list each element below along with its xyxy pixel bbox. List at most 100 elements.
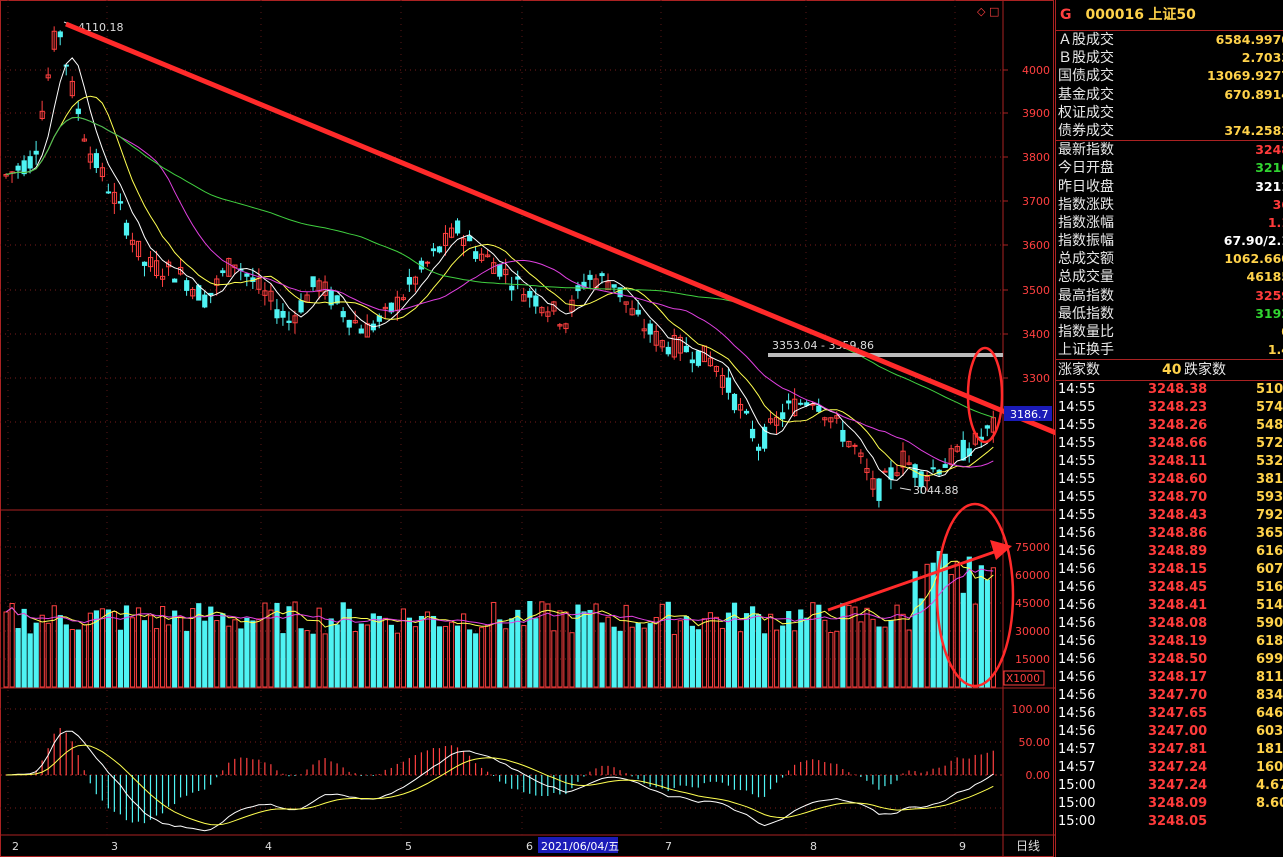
tick-row[interactable]: 15:00 3248.05 (1056, 813, 1283, 831)
tick-price: 3248.66 (1148, 436, 1208, 452)
volume-bar (858, 621, 864, 688)
volume-bar (33, 622, 39, 688)
high-price-label: 4110.18 (78, 21, 124, 34)
candle-body (960, 439, 966, 461)
axis-labels: 400039003800370036003500340033003186.775… (12, 5, 1052, 853)
candle-body (111, 191, 118, 204)
tick-row[interactable]: 14:55 3248.11 5329 (1056, 453, 1283, 471)
candle-body (400, 297, 407, 300)
tick-price: 3247.00 (1148, 724, 1208, 740)
volume-bar (701, 618, 708, 688)
candle-body (834, 415, 840, 419)
tick-volume: 7929 (1256, 508, 1283, 524)
tick-row[interactable]: 14:56 3248.45 5168 (1056, 579, 1283, 597)
tick-price: 3247.81 (1148, 742, 1208, 758)
tick-row[interactable]: 14:56 3247.65 6464 (1056, 705, 1283, 723)
tick-row[interactable]: 14:56 3248.50 6995 (1056, 651, 1283, 669)
volume-arrow-line (827, 548, 1001, 612)
candle-body (286, 320, 292, 323)
volume-bar (768, 613, 774, 688)
candle-body (93, 153, 100, 169)
volume-bar (725, 612, 732, 688)
candle-body (659, 340, 665, 348)
tick-row[interactable]: 14:55 3248.70 5930 (1056, 489, 1283, 507)
tick-row[interactable]: 14:55 3248.38 5107 (1056, 381, 1283, 399)
tick-row[interactable]: 14:56 3248.19 6184 (1056, 633, 1283, 651)
volume-bar (190, 608, 196, 688)
tick-row[interactable]: 14:55 3248.26 5482 (1056, 417, 1283, 435)
candle-body (117, 201, 124, 204)
volume-bar (780, 625, 786, 688)
candle-body (894, 472, 900, 476)
volume-bar (15, 628, 21, 688)
tick-row[interactable]: 14:56 3248.08 5905 (1056, 615, 1283, 633)
candle-body (756, 446, 762, 451)
volume-bar (256, 618, 262, 688)
candle-body (828, 417, 834, 423)
tick-row[interactable]: 14:57 3247.81 1812 (1056, 741, 1283, 759)
volume-bar (906, 629, 912, 688)
tick-row[interactable]: 14:55 3248.23 5747 (1056, 399, 1283, 417)
tick-row[interactable]: 14:56 3247.00 6035 (1056, 723, 1283, 741)
candle-body (135, 240, 142, 258)
volume-bar (485, 625, 491, 688)
tick-row[interactable]: 15:00 3248.09 8.60 (1056, 795, 1283, 813)
tick-row[interactable]: 14:55 3248.66 5727 (1056, 435, 1283, 453)
tick-row[interactable]: 14:56 3247.70 8345 (1056, 687, 1283, 705)
volume-bar (798, 609, 804, 688)
tick-price: 3248.50 (1148, 652, 1208, 668)
candle-body (647, 323, 653, 335)
volume-bar (515, 609, 521, 688)
stat-row: 总成交量 46185 (1056, 268, 1283, 286)
candle-body (328, 289, 334, 306)
period-label: 日线 (1016, 839, 1040, 853)
stat-value: 3192 (1255, 305, 1283, 321)
tick-row[interactable]: 14:55 3248.60 3819 (1056, 471, 1283, 489)
tick-price: 3248.38 (1148, 382, 1208, 398)
volume-bar (424, 611, 431, 688)
candle-body (737, 403, 744, 411)
candle-body (352, 320, 358, 324)
tick-row[interactable]: 14:55 3248.43 7929 (1056, 507, 1283, 525)
volume-bar (593, 603, 599, 688)
volume-bar (394, 632, 400, 688)
volume-ma-lines (5, 560, 994, 628)
candle-body (689, 359, 695, 364)
volume-bar (641, 627, 647, 688)
tick-row[interactable]: 14:57 3247.24 160 (1056, 759, 1283, 777)
candle-body (605, 281, 611, 291)
candle-body (749, 428, 756, 439)
candle-body (780, 412, 786, 420)
date-tag-bg (538, 837, 618, 853)
stat-label: 指数振幅 (1058, 233, 1114, 250)
tick-time: 14:55 (1058, 382, 1096, 398)
stat-row: 最低指数 3192 (1056, 305, 1283, 323)
candle-body (635, 309, 641, 315)
tick-row[interactable]: 14:56 3248.41 5142 (1056, 597, 1283, 615)
tick-row[interactable]: 15:00 3247.24 4.67 (1056, 777, 1283, 795)
tick-price: 3248.89 (1148, 544, 1208, 560)
tick-row[interactable]: 14:56 3248.17 8117 (1056, 669, 1283, 687)
candle-body (798, 402, 804, 405)
up-count-value: 40 (1162, 362, 1182, 379)
candle-body (954, 445, 960, 452)
candle-body (665, 346, 671, 355)
security-header[interactable]: G 000016 上证50 (1056, 0, 1283, 31)
volume-bar (178, 616, 184, 688)
volume-bar (184, 630, 190, 688)
tick-row[interactable]: 14:56 3248.86 3658 (1056, 525, 1283, 543)
volume-bar (455, 625, 461, 688)
candle-body (280, 310, 286, 318)
candle-body (448, 227, 455, 238)
price-axis-label: 3700 (1022, 195, 1050, 208)
volume-bar (340, 602, 346, 688)
tick-list[interactable]: 14:55 3248.38 5107 14:55 3248.23 5747 14:55 324… (1056, 381, 1283, 831)
volume-bar (135, 607, 142, 688)
volume-bars (3, 551, 996, 688)
candle-body (166, 261, 172, 268)
macd-axis-label: 50.00 (1019, 736, 1051, 749)
candle-body (677, 336, 683, 354)
